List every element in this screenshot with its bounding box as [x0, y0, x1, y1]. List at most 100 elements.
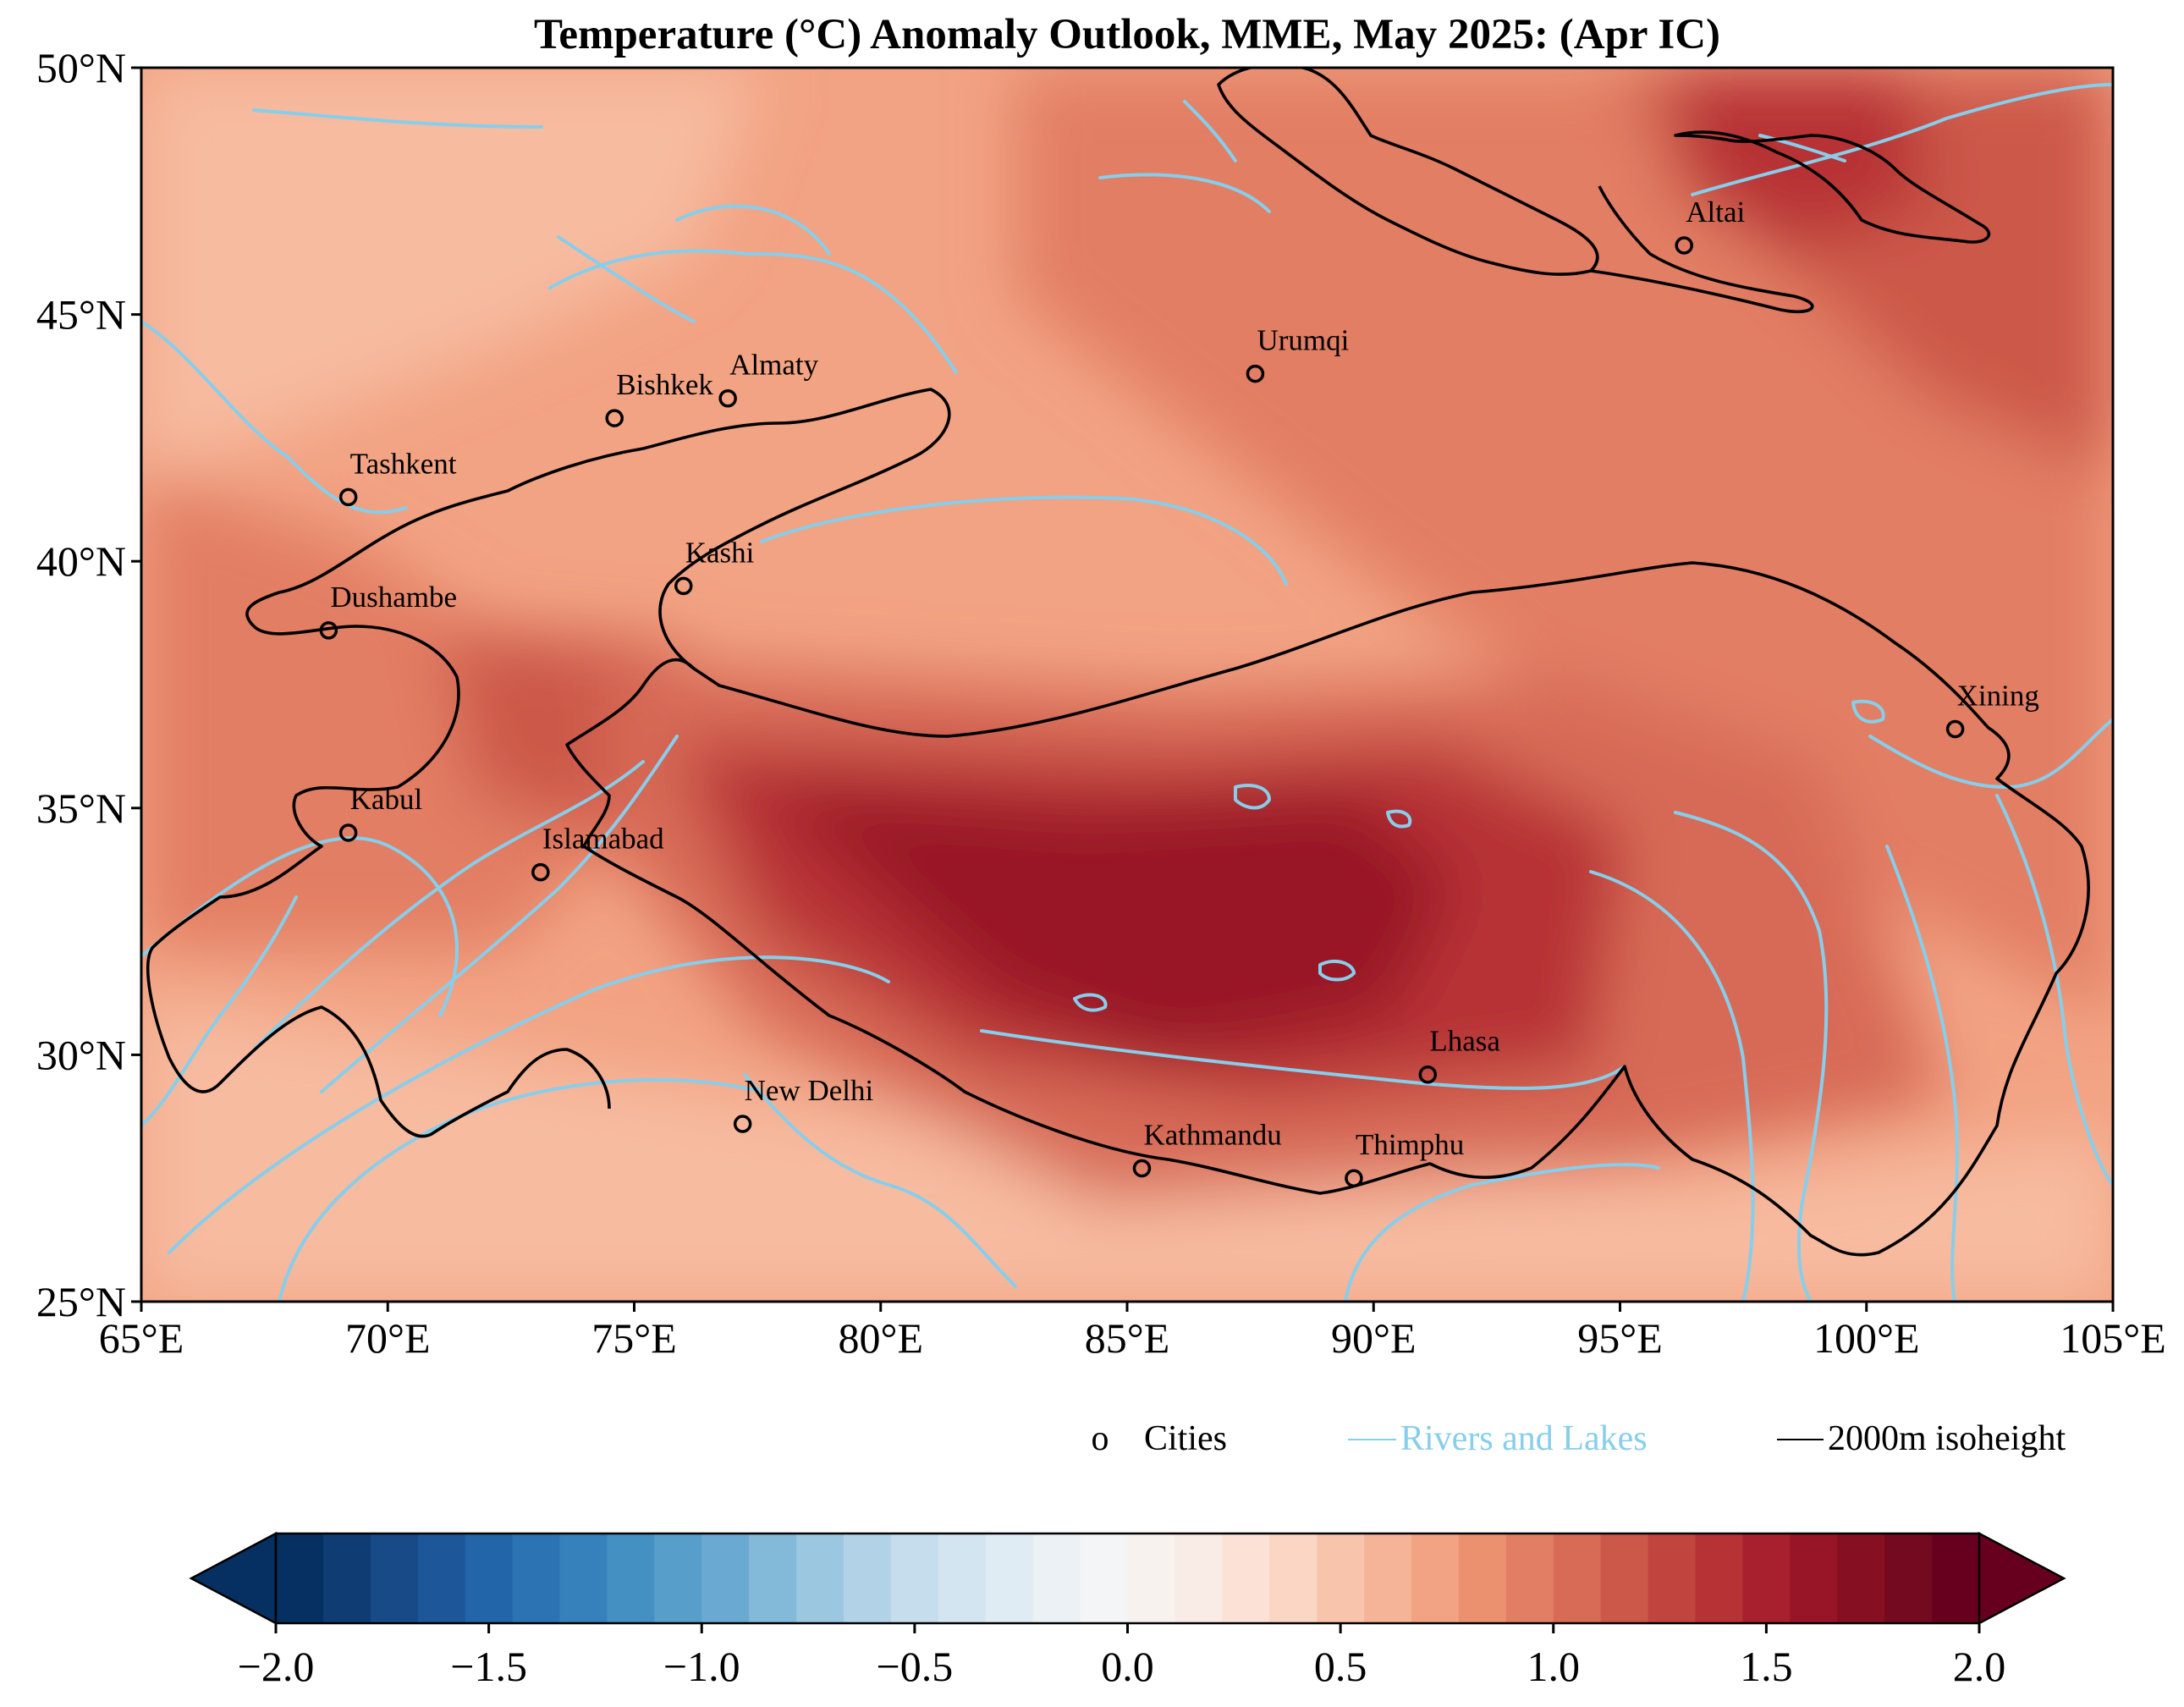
colorbar-bin: [276, 1534, 324, 1623]
rivers-and-lakes: [141, 83, 2113, 1302]
lake-outline: [1386, 809, 1412, 829]
colorbar-tick-label: 2.0: [1953, 1643, 2006, 1690]
colorbar-bin: [1458, 1534, 1507, 1623]
river-path: [557, 235, 696, 323]
colorbar-tick-label: −1.5: [450, 1643, 527, 1690]
city-label: Kabul: [350, 783, 423, 816]
anomaly-mid-pamir: [141, 474, 609, 948]
river-path: [1995, 794, 2113, 1187]
river-path: [980, 1029, 1626, 1090]
isoheight-2000m: [146, 68, 2090, 1257]
anomaly-peak-altai: [1675, 68, 1929, 254]
map-legend: o Cities Rivers and Lakes 2000m isoheigh…: [1092, 1419, 2066, 1458]
anomaly-peak-plateau: [762, 787, 1455, 1058]
x-tick-label: 100°E: [1813, 1314, 1920, 1362]
river-path: [168, 955, 890, 1254]
river-path: [1098, 173, 1271, 213]
river-path: [675, 204, 831, 256]
colorbar-bin: [1364, 1534, 1412, 1623]
colorbar-bin: [417, 1534, 466, 1623]
city-label: Altai: [1686, 195, 1745, 229]
river-path: [1691, 83, 2113, 196]
colorbar-bin: [796, 1534, 844, 1623]
colorbar-extend-max: [1978, 1531, 2066, 1626]
colorbar-extend-min: [189, 1531, 278, 1626]
colorbar-bin: [1505, 1534, 1554, 1623]
x-tick-label: 75°E: [591, 1314, 677, 1362]
river-path: [1758, 134, 1846, 162]
isoheight-contour: [1674, 130, 1991, 244]
colorbar: −2.0 −1.5 −1.0 −0.5 0.0 0.5 1.0 1.5 2.0: [189, 1531, 2066, 1690]
map-title: Temperature (°C) Anomaly Outlook, MME, M…: [534, 11, 1720, 58]
y-tick-label: 50°N: [36, 44, 126, 91]
river-path: [548, 249, 958, 374]
river-path: [1589, 870, 1755, 1302]
river-path: [1885, 845, 1959, 1302]
city-marker: [1675, 236, 1693, 255]
colorbar-tick-label: 1.5: [1740, 1643, 1793, 1690]
x-tick-label: 85°E: [1085, 1314, 1170, 1362]
city-label: Tashkent: [350, 447, 457, 480]
x-tick-label: 80°E: [838, 1314, 923, 1362]
city-marker: [1418, 1065, 1438, 1084]
x-tick-label: 90°E: [1331, 1314, 1417, 1362]
x-tick-label: 105°E: [2060, 1314, 2166, 1362]
colorbar-bin: [1127, 1534, 1176, 1623]
river-path: [1674, 811, 1829, 1302]
colorbar-bin: [1411, 1534, 1460, 1623]
colorbar-bin: [1032, 1534, 1081, 1623]
colorbar-bin: [1175, 1534, 1223, 1623]
colorbar-bin: [749, 1534, 797, 1623]
river-path: [760, 495, 1288, 586]
colorbar-tick-label: 0.5: [1314, 1643, 1367, 1690]
colorbar-tick-label: −1.0: [663, 1643, 740, 1690]
rivers-legend-label: Rivers and Lakes: [1400, 1419, 1648, 1458]
cities-layer: Altai Urumqi Almaty Bishkek Tashkent Kashi Dus…: [319, 195, 2039, 1187]
anomaly-low-west: [141, 68, 762, 474]
city-marker: [319, 621, 338, 640]
city-marker: [531, 862, 550, 882]
cities-legend-label: Cities: [1144, 1419, 1227, 1458]
city-label: New Delhi: [745, 1074, 874, 1107]
x-tick-label: 95°E: [1577, 1314, 1663, 1362]
colorbar-bin: [1742, 1534, 1791, 1623]
cities-legend-marker: o: [1092, 1419, 1109, 1458]
city-label: Lhasa: [1429, 1025, 1500, 1058]
colorbar-bin: [1932, 1534, 1980, 1623]
city-marker: [674, 576, 693, 596]
colorbar-bin: [559, 1534, 608, 1623]
y-tick-label: 40°N: [36, 537, 126, 585]
colorbar-bin: [1600, 1534, 1649, 1623]
river-path: [252, 760, 645, 1051]
river-path: [1344, 1163, 1660, 1302]
colorbar-bin: [1222, 1534, 1270, 1623]
colorbar-bin: [370, 1534, 419, 1623]
y-tick-label: 30°N: [36, 1031, 126, 1078]
city-marker: [1246, 364, 1265, 383]
lake-outline: [1073, 993, 1108, 1012]
colorbar-bin: [1317, 1534, 1365, 1623]
city-marker: [1132, 1159, 1152, 1178]
isoheight-contour: [565, 561, 2090, 1257]
colorbar-tick-label: −0.5: [877, 1643, 954, 1690]
city-label: Dushambe: [330, 581, 457, 614]
x-tick-label: 65°E: [99, 1314, 184, 1362]
y-tick-label: 25°N: [36, 1278, 126, 1325]
colorbar-tick-label: 1.0: [1527, 1643, 1581, 1690]
city-label: Islamabad: [542, 823, 664, 856]
river-path: [1183, 100, 1237, 162]
colorbar-bin: [1884, 1534, 1933, 1623]
city-marker: [1345, 1169, 1363, 1187]
city-marker: [338, 487, 358, 507]
isoheight-contour: [1590, 185, 1814, 314]
colorbar-bin: [1837, 1534, 1885, 1623]
river-path: [743, 1073, 1017, 1288]
river-path: [141, 320, 408, 515]
colorbar-bin: [844, 1534, 892, 1623]
colorbar-bin: [654, 1534, 702, 1623]
river-path: [252, 108, 543, 129]
colorbar-bin: [1553, 1534, 1602, 1623]
river-path: [141, 836, 459, 1017]
colorbar-bin: [1790, 1534, 1838, 1623]
